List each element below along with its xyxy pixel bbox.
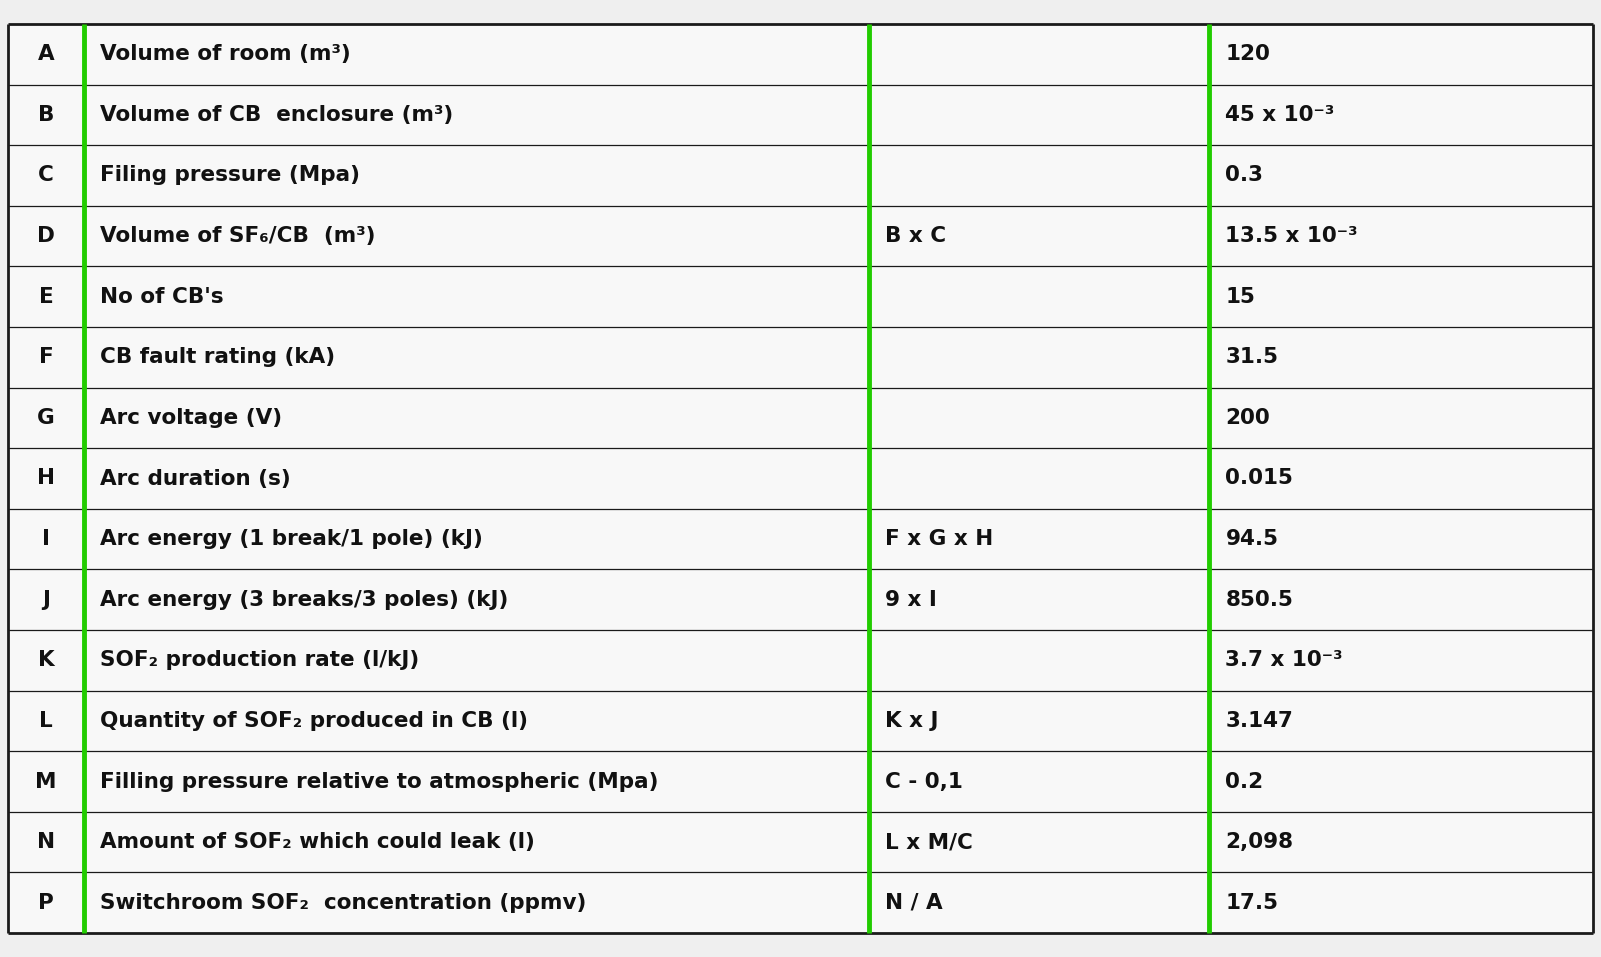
Text: P: P <box>38 893 54 913</box>
Text: N / A: N / A <box>885 893 943 913</box>
Text: Volume of CB  enclosure (m³): Volume of CB enclosure (m³) <box>101 105 453 124</box>
Text: 17.5: 17.5 <box>1225 893 1279 913</box>
Text: 94.5: 94.5 <box>1225 529 1279 549</box>
Text: B x C: B x C <box>885 226 946 246</box>
Text: D: D <box>37 226 54 246</box>
Text: 45 x 10⁻³: 45 x 10⁻³ <box>1225 105 1335 124</box>
Text: SOF₂ production rate (l/kJ): SOF₂ production rate (l/kJ) <box>101 651 419 670</box>
Text: G: G <box>37 408 54 428</box>
Text: E: E <box>38 287 53 306</box>
Text: No of CB's: No of CB's <box>101 287 224 306</box>
Text: 120: 120 <box>1225 44 1270 64</box>
Text: J: J <box>42 590 50 610</box>
Text: C: C <box>38 166 54 186</box>
Text: Switchroom SOF₂  concentration (ppmv): Switchroom SOF₂ concentration (ppmv) <box>101 893 586 913</box>
Text: N: N <box>37 833 54 852</box>
Text: CB fault rating (kA): CB fault rating (kA) <box>101 347 335 367</box>
Text: C - 0,1: C - 0,1 <box>885 771 962 791</box>
Text: 15: 15 <box>1225 287 1255 306</box>
Text: Arc duration (s): Arc duration (s) <box>101 469 291 488</box>
Text: A: A <box>38 44 54 64</box>
Text: I: I <box>42 529 50 549</box>
Text: Arc voltage (V): Arc voltage (V) <box>101 408 282 428</box>
Text: 200: 200 <box>1225 408 1270 428</box>
Text: 3.7 x 10⁻³: 3.7 x 10⁻³ <box>1225 651 1343 670</box>
Text: M: M <box>35 771 56 791</box>
Text: B: B <box>38 105 54 124</box>
Text: Arc energy (3 breaks/3 poles) (kJ): Arc energy (3 breaks/3 poles) (kJ) <box>101 590 509 610</box>
Text: Volume of room (m³): Volume of room (m³) <box>101 44 351 64</box>
Text: 850.5: 850.5 <box>1225 590 1294 610</box>
Text: 13.5 x 10⁻³: 13.5 x 10⁻³ <box>1225 226 1358 246</box>
Text: 0.2: 0.2 <box>1225 771 1263 791</box>
Text: Amount of SOF₂ which could leak (l): Amount of SOF₂ which could leak (l) <box>101 833 535 852</box>
Text: L x M/C: L x M/C <box>885 833 972 852</box>
Text: F x G x H: F x G x H <box>885 529 993 549</box>
Text: 2,098: 2,098 <box>1225 833 1294 852</box>
Text: K x J: K x J <box>885 711 938 731</box>
Text: Volume of SF₆/CB  (m³): Volume of SF₆/CB (m³) <box>101 226 376 246</box>
Text: 3.147: 3.147 <box>1225 711 1294 731</box>
Text: Quantity of SOF₂ produced in CB (l): Quantity of SOF₂ produced in CB (l) <box>101 711 528 731</box>
Text: 31.5: 31.5 <box>1225 347 1279 367</box>
Text: Filling pressure relative to atmospheric (Mpa): Filling pressure relative to atmospheric… <box>101 771 658 791</box>
Text: Arc energy (1 break/1 pole) (kJ): Arc energy (1 break/1 pole) (kJ) <box>101 529 484 549</box>
Text: L: L <box>38 711 53 731</box>
Text: 0.3: 0.3 <box>1225 166 1263 186</box>
Text: H: H <box>37 469 54 488</box>
Text: F: F <box>38 347 53 367</box>
Text: 9 x I: 9 x I <box>885 590 937 610</box>
Text: 0.015: 0.015 <box>1225 469 1294 488</box>
Text: Filing pressure (Mpa): Filing pressure (Mpa) <box>101 166 360 186</box>
Text: K: K <box>38 651 54 670</box>
